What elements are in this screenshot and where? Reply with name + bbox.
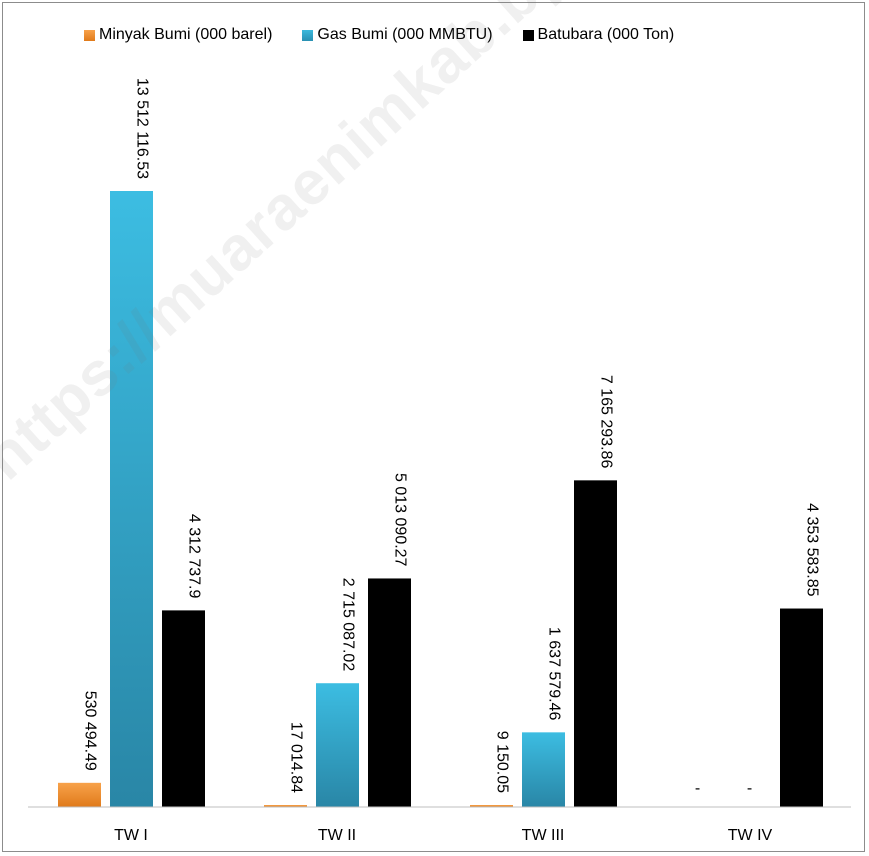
x-tick-label-1: TW I <box>114 827 148 844</box>
data-label-gas-bumi-3: 1 637 579.46 <box>546 627 563 721</box>
bar-minyak-bumi-1 <box>58 782 101 807</box>
legend-item-minyak-bumi: Minyak Bumi (000 barel) <box>84 26 272 44</box>
data-label-gas-bumi-2: 2 715 087.02 <box>340 578 357 672</box>
data-label-batubara-2: 5 013 090.27 <box>392 473 409 567</box>
data-label-batubara-3: 7 165 293.86 <box>598 375 615 469</box>
x-tick-label-4: TW IV <box>728 827 773 844</box>
bar-batubara-2 <box>368 578 411 807</box>
legend-swatch-minyak-bumi <box>84 29 95 41</box>
legend-item-gas-bumi: Gas Bumi (000 MMBTU) <box>302 26 493 44</box>
legend-label-minyak-bumi: Minyak Bumi (000 barel) <box>99 26 273 43</box>
data-label-minyak-bumi-1: 530 494.49 <box>82 691 99 771</box>
bar-batubara-3 <box>574 480 617 807</box>
bar-gas-bumi-3 <box>522 732 565 807</box>
data-label-minyak-bumi-4: - <box>695 780 700 797</box>
data-label-gas-bumi-4: - <box>747 780 752 797</box>
bar-gas-bumi-2 <box>316 683 359 807</box>
legend-item-batubara: Batubara (000 Ton) <box>522 26 675 44</box>
bar-gas-bumi-1 <box>110 191 153 807</box>
data-label-batubara-4: 4 353 583.85 <box>804 503 821 597</box>
bar-batubara-1 <box>162 610 205 807</box>
chart-legend: Minyak Bumi (000 barel) Gas Bumi (000 MM… <box>84 26 674 44</box>
data-label-gas-bumi-1: 13 512 116.53 <box>134 78 151 179</box>
legend-label-gas-bumi: Gas Bumi (000 MMBTU) <box>317 26 493 43</box>
x-tick-label-2: TW II <box>318 827 356 844</box>
data-label-minyak-bumi-2: 17 014.84 <box>288 722 305 793</box>
legend-swatch-batubara <box>522 29 534 41</box>
legend-label-batubara: Batubara (000 Ton) <box>537 26 675 43</box>
x-tick-label-3: TW III <box>522 827 565 844</box>
legend-swatch-gas-bumi <box>302 29 314 41</box>
bar-minyak-bumi-3 <box>470 805 513 807</box>
bars-layer <box>58 191 823 807</box>
labels-layer: 530 494.49 17 014.84 9 150.05 - 13 512 116.5… <box>82 78 821 844</box>
bar-batubara-4 <box>780 608 823 807</box>
data-label-minyak-bumi-3: 9 150.05 <box>494 731 511 793</box>
bar-minyak-bumi-2 <box>264 805 307 807</box>
data-label-batubara-1: 4 312 737.9 <box>186 514 203 599</box>
